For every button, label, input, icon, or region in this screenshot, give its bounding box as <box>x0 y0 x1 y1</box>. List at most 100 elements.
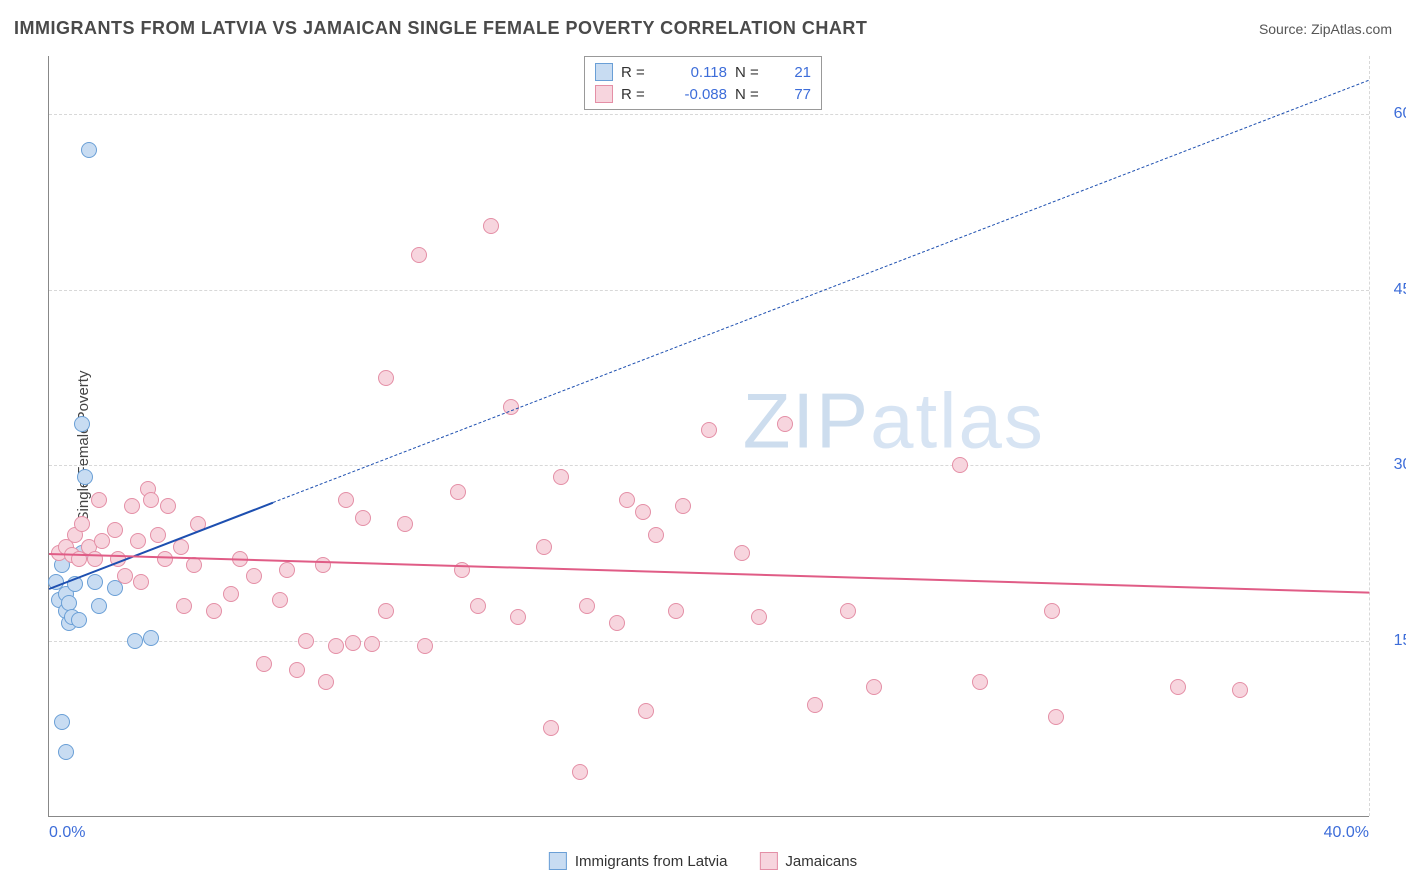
data-point <box>1232 682 1248 698</box>
data-point <box>450 484 466 500</box>
data-point <box>279 562 295 578</box>
data-point <box>130 533 146 549</box>
title-bar: IMMIGRANTS FROM LATVIA VS JAMAICAN SINGL… <box>14 18 1392 39</box>
data-point <box>417 638 433 654</box>
chart-title: IMMIGRANTS FROM LATVIA VS JAMAICAN SINGL… <box>14 18 867 39</box>
n-value-jamaicans: 77 <box>777 86 811 103</box>
data-point <box>364 636 380 652</box>
data-point <box>952 457 968 473</box>
data-point <box>483 218 499 234</box>
data-point <box>579 598 595 614</box>
data-point <box>536 539 552 555</box>
x-tick-label: 0.0% <box>49 824 85 842</box>
data-point <box>840 603 856 619</box>
data-point <box>1044 603 1060 619</box>
gridline-h <box>49 290 1369 291</box>
y-tick-label: 60.0% <box>1379 105 1406 123</box>
data-point <box>338 492 354 508</box>
data-point <box>315 557 331 573</box>
legend-item-jamaicans: Jamaicans <box>759 852 857 870</box>
data-point <box>378 603 394 619</box>
y-tick-label: 30.0% <box>1379 456 1406 474</box>
n-value-latvia: 21 <box>777 64 811 81</box>
data-point <box>117 568 133 584</box>
data-point <box>87 551 103 567</box>
data-point <box>701 422 717 438</box>
data-point <box>1048 709 1064 725</box>
data-point <box>81 142 97 158</box>
swatch-jamaicans <box>595 85 613 103</box>
legend-row-latvia: R = 0.118 N = 21 <box>595 61 811 83</box>
legend-row-jamaicans: R = -0.088 N = 77 <box>595 83 811 105</box>
data-point <box>866 679 882 695</box>
correlation-legend: R = 0.118 N = 21 R = -0.088 N = 77 <box>584 56 822 110</box>
data-point <box>91 492 107 508</box>
data-point <box>355 510 371 526</box>
swatch-latvia <box>549 852 567 870</box>
data-point <box>150 527 166 543</box>
data-point <box>751 609 767 625</box>
r-label: R = <box>621 64 655 81</box>
data-point <box>638 703 654 719</box>
legend-label-jamaicans: Jamaicans <box>785 853 857 870</box>
data-point <box>77 469 93 485</box>
data-point <box>143 492 159 508</box>
data-point <box>157 551 173 567</box>
data-point <box>470 598 486 614</box>
data-point <box>127 633 143 649</box>
data-point <box>133 574 149 590</box>
data-point <box>777 416 793 432</box>
data-point <box>74 516 90 532</box>
data-point <box>94 533 110 549</box>
data-point <box>345 635 361 651</box>
source-attribution: Source: ZipAtlas.com <box>1259 21 1392 37</box>
y-tick-label: 45.0% <box>1379 281 1406 299</box>
data-point <box>173 539 189 555</box>
data-point <box>91 598 107 614</box>
data-point <box>328 638 344 654</box>
swatch-jamaicans <box>759 852 777 870</box>
data-point <box>635 504 651 520</box>
data-point <box>619 492 635 508</box>
data-point <box>87 574 103 590</box>
data-point <box>160 498 176 514</box>
data-point <box>668 603 684 619</box>
data-point <box>272 592 288 608</box>
n-label: N = <box>735 64 769 81</box>
y-tick-label: 15.0% <box>1379 632 1406 650</box>
data-point <box>1170 679 1186 695</box>
r-value-latvia: 0.118 <box>663 64 727 81</box>
x-tick-label: 40.0% <box>1324 824 1369 842</box>
swatch-latvia <box>595 63 613 81</box>
legend-item-latvia: Immigrants from Latvia <box>549 852 728 870</box>
data-point <box>206 603 222 619</box>
data-point <box>609 615 625 631</box>
data-point <box>543 720 559 736</box>
data-point <box>397 516 413 532</box>
data-point <box>143 630 159 646</box>
data-point <box>553 469 569 485</box>
r-label: R = <box>621 86 655 103</box>
watermark-thin: atlas <box>870 376 1045 464</box>
data-point <box>54 714 70 730</box>
data-point <box>107 522 123 538</box>
data-point <box>807 697 823 713</box>
trendline-extrapolated <box>273 79 1369 502</box>
data-point <box>378 370 394 386</box>
data-point <box>298 633 314 649</box>
legend-label-latvia: Immigrants from Latvia <box>575 853 728 870</box>
n-label: N = <box>735 86 769 103</box>
data-point <box>510 609 526 625</box>
data-point <box>124 498 140 514</box>
data-point <box>411 247 427 263</box>
data-point <box>648 527 664 543</box>
r-value-jamaicans: -0.088 <box>663 86 727 103</box>
data-point <box>256 656 272 672</box>
data-point <box>972 674 988 690</box>
series-legend: Immigrants from Latvia Jamaicans <box>549 852 857 870</box>
data-point <box>572 764 588 780</box>
watermark-bold: ZIP <box>743 376 870 464</box>
data-point <box>58 744 74 760</box>
data-point <box>675 498 691 514</box>
gridline-v <box>1369 56 1370 816</box>
